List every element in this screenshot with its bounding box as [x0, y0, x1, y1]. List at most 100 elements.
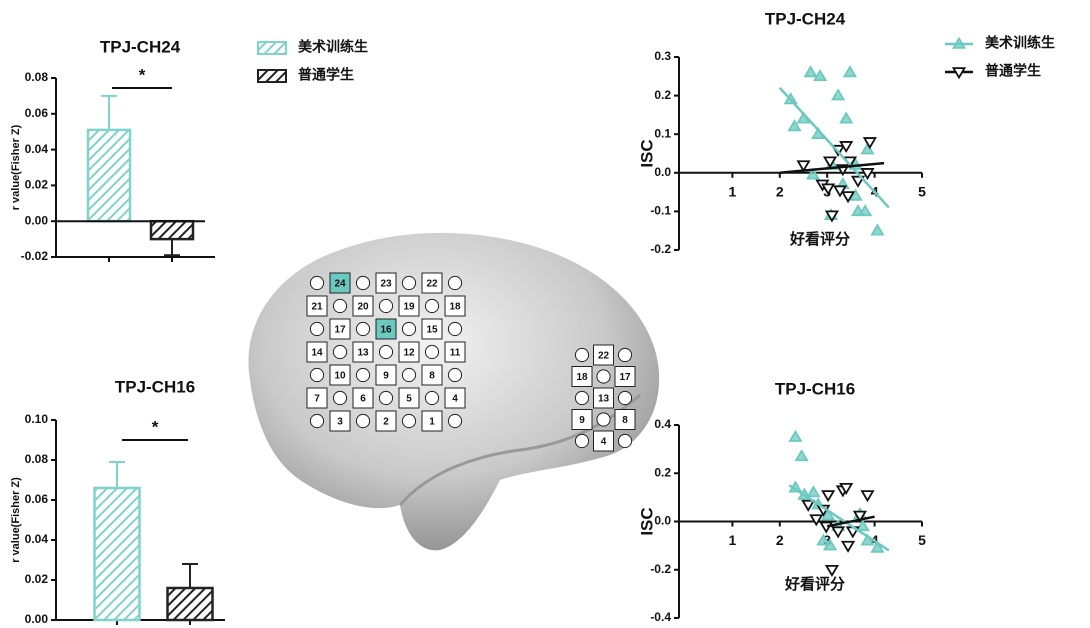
- channel-label: 13: [598, 394, 610, 405]
- optode: [575, 348, 588, 361]
- channel-label: 24: [334, 279, 346, 290]
- y-tick-label: 0.3: [654, 49, 671, 63]
- y-tick-label: 0.06: [25, 492, 49, 506]
- optode: [448, 322, 461, 335]
- data-point: [833, 90, 844, 99]
- data-point: [872, 225, 883, 234]
- optode: [425, 299, 438, 312]
- optode: [333, 299, 346, 312]
- data-point: [826, 566, 837, 575]
- legend-label: 普通学生: [985, 63, 1041, 79]
- x-tick-label: 2: [776, 184, 784, 200]
- y-tick-label: -0.2: [650, 242, 671, 256]
- optode: [402, 276, 415, 289]
- channel-label: 16: [380, 325, 392, 336]
- data-point: [805, 67, 816, 76]
- channel-label: 18: [576, 372, 588, 383]
- y-tick-label: 0.10: [25, 412, 49, 426]
- data-point: [821, 522, 832, 531]
- channel-label: 9: [383, 371, 389, 382]
- channel-label: 7: [314, 394, 320, 405]
- legend-swatch: [258, 42, 286, 54]
- data-point: [833, 527, 844, 536]
- channel-label: 4: [601, 437, 607, 448]
- y-axis-label: ISC: [637, 139, 656, 167]
- optode: [356, 322, 369, 335]
- optode: [448, 414, 461, 427]
- optode: [425, 391, 438, 404]
- x-tick-label: 2: [776, 532, 784, 548]
- y-tick-label: 0.04: [25, 532, 49, 546]
- y-tick-label: 0.02: [25, 572, 49, 586]
- x-tick-label: 5: [918, 184, 926, 200]
- bar: [151, 221, 193, 239]
- bar: [88, 130, 130, 221]
- optode: [448, 276, 461, 289]
- optode: [333, 391, 346, 404]
- optode: [379, 299, 392, 312]
- y-tick-label: 0.00: [25, 213, 49, 227]
- channel-label: 6: [360, 394, 366, 405]
- chart-title: TPJ-CH16: [115, 377, 195, 396]
- legend-label: 美术训练生: [985, 35, 1055, 51]
- y-tick-label: 0.1: [654, 126, 671, 140]
- channel-label: 14: [311, 348, 323, 359]
- channel-label: 11: [450, 348, 461, 359]
- channel-label: 20: [357, 302, 369, 313]
- channel-label: 13: [357, 348, 369, 359]
- data-point: [790, 432, 801, 441]
- chart-title: TPJ-CH24: [100, 37, 181, 56]
- channel-label: 18: [449, 302, 461, 313]
- data-point: [844, 67, 855, 76]
- optode: [310, 322, 323, 335]
- data-point: [796, 451, 807, 460]
- optode: [618, 434, 631, 447]
- channel-label: 10: [334, 371, 346, 382]
- significance-mark: *: [139, 65, 146, 84]
- data-point: [808, 487, 819, 496]
- y-tick-label: 0.00: [25, 612, 49, 626]
- optode: [575, 391, 588, 404]
- y-tick-label: 0.0: [654, 165, 671, 179]
- x-tick-label: 1: [729, 184, 737, 200]
- y-tick-label: -0.4: [650, 610, 671, 624]
- channel-label: 19: [403, 302, 415, 313]
- optode: [448, 368, 461, 381]
- optode: [379, 391, 392, 404]
- channel-label: 17: [619, 372, 631, 383]
- x-tick-label: 1: [729, 532, 737, 548]
- y-tick-label: -0.2: [650, 562, 671, 576]
- optode: [310, 368, 323, 381]
- significance-mark: *: [152, 417, 159, 436]
- y-tick-label: 0.2: [654, 465, 671, 479]
- optode: [425, 345, 438, 358]
- channel-label: 17: [334, 325, 346, 336]
- x-axis-label: 好看评分: [789, 230, 850, 248]
- bar: [168, 588, 213, 620]
- y-tick-label: 0.04: [25, 142, 49, 156]
- legend-label: 美术训练生: [298, 39, 368, 55]
- optode: [618, 348, 631, 361]
- legend-label: 普通学生: [298, 67, 354, 83]
- data-point: [843, 542, 854, 551]
- channel-label: 22: [598, 351, 610, 362]
- optode: [597, 370, 610, 383]
- bar: [95, 488, 140, 620]
- channel-label: 5: [406, 394, 412, 405]
- chart-title: TPJ-CH24: [765, 9, 846, 28]
- optode: [356, 368, 369, 381]
- y-tick-label: 0.4: [654, 417, 671, 431]
- channel-label: 22: [426, 279, 438, 290]
- channel-label: 12: [403, 348, 415, 359]
- channel-label: 4: [452, 394, 458, 405]
- channel-label: 8: [622, 415, 628, 426]
- y-axis-label: r value(Fisher Z): [10, 477, 22, 563]
- optode: [310, 414, 323, 427]
- data-point: [823, 491, 834, 500]
- channel-label: 15: [426, 325, 438, 336]
- y-tick-label: 0.0: [654, 514, 671, 528]
- y-tick-label: 0.06: [25, 106, 49, 120]
- optode: [379, 345, 392, 358]
- optode: [310, 276, 323, 289]
- channel-label: 23: [380, 279, 392, 290]
